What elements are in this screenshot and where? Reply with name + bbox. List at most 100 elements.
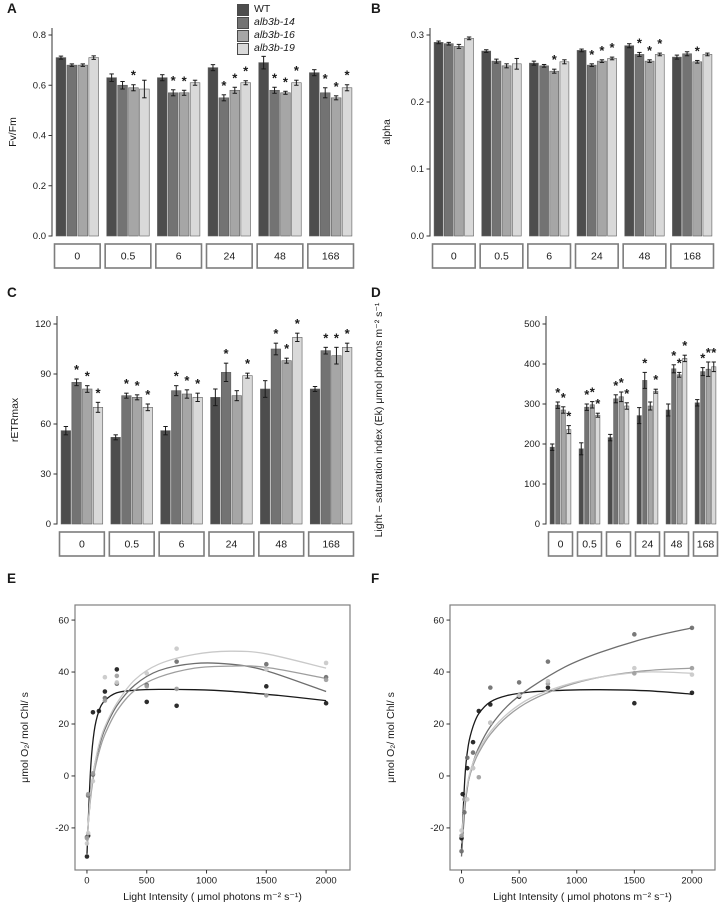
y-axis-label: μmol O₂/ mol Chl/ s	[385, 692, 397, 783]
data-point-WT	[102, 689, 108, 694]
bar-alb3b-19	[292, 337, 303, 525]
data-point-WT	[545, 685, 551, 690]
significance-asterisk: *	[637, 35, 643, 50]
y-tick-label: 0	[64, 771, 69, 782]
data-point-WT	[114, 667, 120, 672]
data-point-alb3b-16	[144, 684, 150, 689]
significance-asterisk: *	[642, 355, 648, 370]
y-tick-label: 0.6	[33, 80, 46, 91]
y-tick-label: 0.3	[411, 30, 424, 41]
y-tick-label: 0.8	[33, 30, 46, 41]
bar-WT	[576, 50, 587, 237]
panel-label-F: F	[371, 571, 380, 586]
significance-asterisk: *	[171, 73, 177, 88]
category-box	[670, 243, 715, 269]
data-point-alb3b-14	[632, 632, 637, 637]
significance-asterisk: *	[245, 356, 251, 371]
significance-asterisk: *	[182, 73, 188, 88]
bar-alb3b-19	[595, 414, 601, 525]
data-point-alb3b-16	[85, 791, 91, 797]
significance-asterisk: *	[695, 43, 701, 58]
significance-asterisk: *	[700, 351, 706, 366]
bar-alb3b-14	[270, 348, 281, 525]
bar-WT	[309, 388, 321, 525]
category-label: 48	[671, 539, 683, 551]
bar-WT	[260, 388, 271, 525]
x-tick-label: 2000	[681, 876, 702, 887]
significance-asterisk: *	[595, 396, 601, 411]
y-tick-label: -20	[55, 823, 69, 834]
y-axis-label: alpha	[381, 119, 393, 145]
bar-alb3b-14	[586, 64, 597, 237]
bar-alb3b-16	[132, 397, 143, 525]
data-point-alb3b-16	[84, 836, 90, 841]
significance-asterisk: *	[682, 338, 688, 353]
x-axis-label: Light Intensity ( μmol photons m⁻² s⁻¹)	[123, 891, 302, 903]
data-point-alb3b-19	[488, 720, 493, 725]
fit-curve-alb3b-14	[460, 627, 693, 857]
y-tick-label: 0.4	[33, 131, 46, 142]
bar-alb3b-16	[549, 70, 560, 237]
data-point-alb3b-19	[144, 671, 150, 676]
fit-curve-WT	[460, 689, 693, 849]
significance-asterisk: *	[284, 341, 290, 356]
significance-asterisk: *	[590, 385, 596, 400]
significance-asterisk: *	[145, 387, 151, 402]
panel-label-D: D	[371, 285, 381, 300]
bar-WT	[665, 409, 671, 525]
y-tick-label: 0.0	[411, 231, 424, 242]
bar-alb3b-16	[231, 395, 242, 525]
bar-WT	[110, 437, 121, 525]
legend-label-alb3b-16: alb3b-16	[254, 29, 295, 41]
significance-asterisk: *	[243, 64, 249, 79]
significance-asterisk: *	[272, 70, 278, 85]
bar-WT	[210, 397, 221, 525]
data-point-WT	[264, 684, 269, 689]
data-point-alb3b-19	[459, 828, 464, 833]
bar-alb3b-14	[71, 382, 82, 525]
data-point-alb3b-14	[462, 810, 467, 815]
data-point-alb3b-19	[470, 765, 476, 771]
bar-alb3b-19	[242, 375, 253, 525]
bar-alb3b-19	[682, 358, 688, 525]
bar-alb3b-14	[539, 65, 549, 237]
bar-alb3b-14	[642, 380, 648, 525]
panel-label-B: B	[371, 1, 381, 16]
bar-alb3b-14	[443, 43, 454, 237]
x-tick-label: 2000	[316, 876, 337, 887]
category-box	[547, 531, 574, 557]
data-point-WT	[464, 765, 470, 771]
bar-alb3b-14	[221, 372, 232, 525]
category-label: 48	[639, 251, 651, 263]
data-point-alb3b-14	[459, 848, 464, 854]
data-point-alb3b-14	[488, 685, 493, 690]
x-tick-label: 1000	[566, 876, 587, 887]
y-axis-label: μmol O₂/ mol Chl/ s	[19, 692, 31, 783]
panel-label-C: C	[7, 285, 17, 300]
significance-asterisk: *	[74, 362, 80, 377]
data-point-WT	[174, 703, 179, 709]
bar-WT	[607, 437, 613, 525]
significance-asterisk: *	[653, 372, 659, 387]
legend-swatch-alb3b-16-icon	[237, 29, 249, 42]
category-box	[692, 531, 719, 557]
bar-WT	[207, 67, 219, 237]
bar-alb3b-16	[280, 92, 291, 237]
x-tick-label: 1500	[256, 876, 277, 887]
category-box	[431, 243, 476, 269]
y-tick-label: 60	[58, 615, 69, 626]
category-label: 0	[558, 539, 564, 551]
legend-label-alb3b-14: alb3b-14	[254, 16, 295, 28]
significance-asterisk: *	[561, 390, 567, 405]
category-box	[634, 531, 661, 557]
y-axis-label: rETRmax	[9, 397, 21, 442]
bar-alb3b-19	[92, 407, 104, 525]
fit-curve-alb3b-19	[460, 671, 693, 839]
significance-asterisk: *	[184, 373, 190, 388]
bar-alb3b-14	[218, 97, 230, 237]
bar-alb3b-14	[320, 350, 331, 525]
x-tick-label: 1500	[624, 876, 645, 887]
x-tick-label: 1000	[196, 876, 217, 887]
significance-asterisk: *	[334, 330, 340, 345]
legend-item-alb3b-14: alb3b-14	[237, 16, 295, 29]
